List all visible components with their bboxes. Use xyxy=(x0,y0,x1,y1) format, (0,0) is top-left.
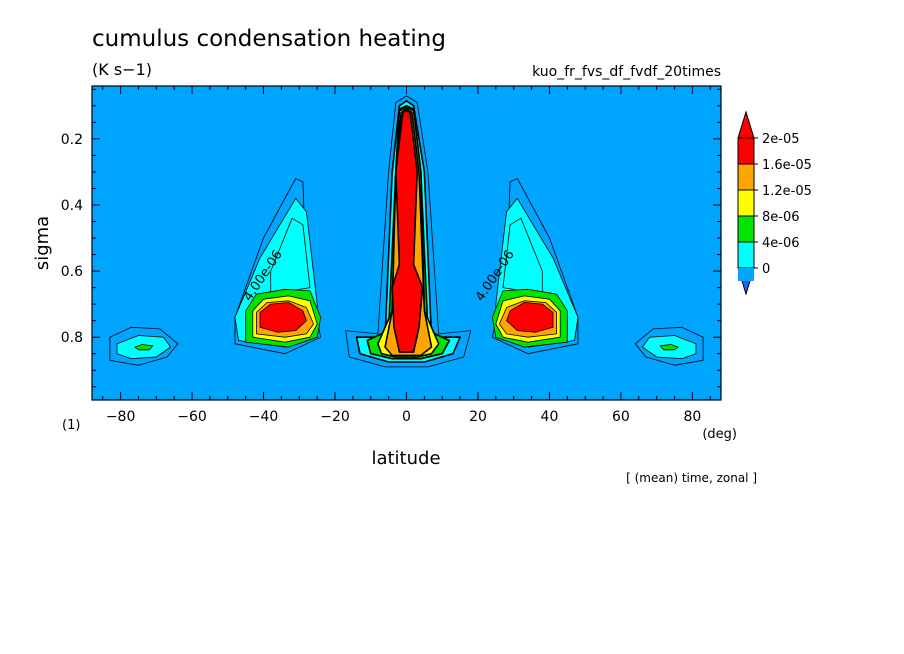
y-tick-label: 0.2 xyxy=(61,132,83,148)
colorbar-segment xyxy=(737,189,755,217)
x-tick-label: 20 xyxy=(469,409,487,425)
y-axis: 0.2 0.4 0.6 0.8 xyxy=(61,88,721,388)
y-axis-title: sigma xyxy=(32,216,53,270)
footer-note: [ (mean) time, zonal ] xyxy=(626,471,757,485)
colorbar-zero-band xyxy=(738,268,754,281)
colorbar-label: 1.6e-05 xyxy=(762,158,812,173)
x-tick-label: 60 xyxy=(612,409,630,425)
colorbar: 2e-05 1.6e-05 1.2e-05 8e-06 4e-06 0 xyxy=(737,110,812,296)
polar-south-contour-2 xyxy=(134,344,154,351)
colorbar-segment xyxy=(737,163,755,191)
mid-north-contour-6 xyxy=(506,302,554,333)
panel-label: (1) xyxy=(62,418,80,433)
x-tick-label: 0 xyxy=(402,409,411,425)
x-tick-label: −40 xyxy=(249,409,279,425)
mid-north-contour-2 xyxy=(502,217,543,295)
colorbar-segment xyxy=(737,241,755,269)
equatorial-contour-0 xyxy=(345,95,472,368)
colorbar-label: 1.2e-05 xyxy=(762,184,812,199)
colorbar-label: 4e-06 xyxy=(762,236,800,251)
colorbar-label: 0 xyxy=(762,262,770,277)
y-tick-label: 0.8 xyxy=(61,330,83,346)
x-tick-label: −80 xyxy=(106,409,136,425)
polar-south-contour-0 xyxy=(109,326,179,366)
polar-north-contour-2 xyxy=(659,344,679,351)
colorbar-segment xyxy=(737,215,755,243)
equatorial-contour-5 xyxy=(391,110,424,353)
colorbar-label: 8e-06 xyxy=(762,210,800,225)
y-tick-label: 0.4 xyxy=(61,198,83,214)
x-tick-label: −20 xyxy=(320,409,350,425)
x-tick-label: 40 xyxy=(541,409,559,425)
contour-fields xyxy=(109,95,704,368)
y-tick-label: 0.6 xyxy=(61,264,83,280)
colorbar-segment xyxy=(737,137,755,165)
colorbar-over-arrow xyxy=(737,110,755,139)
mid-south-contour-6 xyxy=(259,302,307,333)
x-axis-title: latitude xyxy=(371,448,440,469)
chart-title: cumulus condensation heating xyxy=(92,26,446,52)
mid-south-contour-2 xyxy=(270,217,311,295)
chart-units: (K s−1) xyxy=(92,60,152,79)
polar-north-contour-0 xyxy=(634,326,704,366)
x-axis-unit: (deg) xyxy=(702,427,737,442)
experiment-label: kuo_fr_fvs_df_fvdf_20times xyxy=(532,64,721,80)
x-tick-label: −60 xyxy=(177,409,207,425)
x-axis: −80 −60 −40 −20 0 20 40 60 80 xyxy=(102,86,711,425)
colorbar-label: 2e-05 xyxy=(762,132,800,147)
x-tick-label: 80 xyxy=(683,409,701,425)
